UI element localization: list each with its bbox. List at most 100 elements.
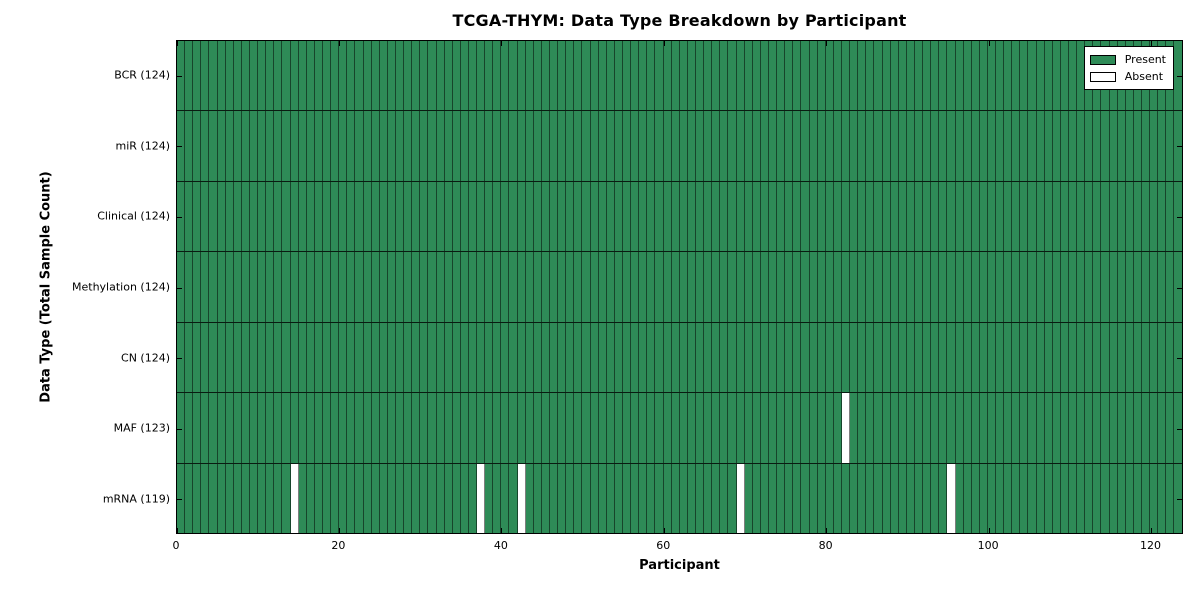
cell-present xyxy=(987,463,997,533)
cell-present xyxy=(363,111,372,181)
cell-present xyxy=(744,322,753,393)
cell-present xyxy=(274,111,283,181)
cell-present xyxy=(687,322,696,393)
cell-present xyxy=(1125,111,1134,181)
x-tick-label: 100 xyxy=(977,539,999,552)
cell-present xyxy=(639,322,648,393)
cell-present xyxy=(923,41,932,111)
cell-present xyxy=(720,393,729,463)
cell-present xyxy=(347,111,356,181)
cell-present xyxy=(436,181,445,252)
cell-present xyxy=(485,322,494,393)
cell-present xyxy=(647,393,656,463)
cell-present xyxy=(201,322,210,393)
cell-present xyxy=(777,252,786,322)
cell-present xyxy=(728,111,737,181)
cell-present xyxy=(185,181,194,252)
cell-present xyxy=(347,252,356,322)
cell-present xyxy=(209,463,218,533)
cell-present xyxy=(566,41,575,111)
cell-present xyxy=(525,322,534,393)
cell-present xyxy=(825,252,834,322)
cell-present xyxy=(517,181,526,252)
cell-present xyxy=(477,322,486,393)
cell-present xyxy=(452,463,461,533)
cell-present xyxy=(249,322,259,393)
cell-present xyxy=(509,41,518,111)
cell-present xyxy=(452,181,461,252)
cell-present xyxy=(1036,181,1045,252)
cell-present xyxy=(1012,111,1021,181)
cell-present xyxy=(606,322,615,393)
cell-present xyxy=(444,181,453,252)
cell-present xyxy=(760,393,769,463)
cell-present xyxy=(704,322,713,393)
cell-present xyxy=(850,41,859,111)
cell-present xyxy=(631,322,640,393)
cell-present xyxy=(825,393,834,463)
cell-present xyxy=(436,322,445,393)
cell-present xyxy=(890,252,899,322)
cell-present xyxy=(809,111,818,181)
cell-present xyxy=(996,181,1005,252)
cell-present xyxy=(436,111,445,181)
cell-present xyxy=(460,322,469,393)
cell-present xyxy=(606,41,615,111)
cell-present xyxy=(655,393,664,463)
cell-present xyxy=(955,111,964,181)
cell-present xyxy=(322,41,332,111)
cell-present xyxy=(517,252,526,322)
cell-present xyxy=(468,181,478,252)
cell-present xyxy=(290,252,299,322)
cell-present xyxy=(623,322,632,393)
cell-present xyxy=(339,393,348,463)
cell-present xyxy=(906,322,915,393)
cell-present xyxy=(339,252,348,322)
cell-present xyxy=(1069,41,1078,111)
cell-present xyxy=(1085,111,1094,181)
cell-present xyxy=(298,393,307,463)
heatmap-row-mrna xyxy=(177,463,1182,533)
cell-present xyxy=(663,322,672,393)
cell-present xyxy=(404,181,413,252)
cell-present xyxy=(1133,322,1143,393)
cell-present xyxy=(355,111,364,181)
cell-present xyxy=(850,463,859,533)
cell-present xyxy=(679,41,688,111)
cell-present xyxy=(1077,181,1086,252)
cell-present xyxy=(1012,252,1021,322)
cell-present xyxy=(1077,111,1086,181)
cell-present xyxy=(971,111,980,181)
cell-present xyxy=(331,393,340,463)
cell-present xyxy=(266,393,275,463)
cell-present xyxy=(420,393,429,463)
legend-swatch-present xyxy=(1089,54,1116,65)
cell-present xyxy=(347,181,356,252)
cell-present xyxy=(1085,393,1094,463)
cell-present xyxy=(1044,322,1053,393)
cell-present xyxy=(509,111,518,181)
cell-present xyxy=(898,111,907,181)
legend-swatch-absent xyxy=(1089,71,1116,82)
cell-present xyxy=(785,252,794,322)
cell-present xyxy=(1142,463,1151,533)
cell-present xyxy=(379,322,388,393)
cell-present xyxy=(971,322,980,393)
cell-present xyxy=(525,181,534,252)
cell-present xyxy=(201,393,210,463)
cell-present xyxy=(1133,111,1143,181)
cell-present xyxy=(1158,252,1167,322)
cell-present xyxy=(777,181,786,252)
cell-present xyxy=(696,393,705,463)
cell-present xyxy=(258,181,267,252)
cell-present xyxy=(1150,252,1159,322)
cell-present xyxy=(963,252,972,322)
cell-present xyxy=(566,181,575,252)
cell-present xyxy=(939,393,948,463)
cell-present xyxy=(882,393,891,463)
heatmap-row-methylation xyxy=(177,252,1182,323)
cell-present xyxy=(1052,463,1061,533)
cell-present xyxy=(193,252,202,322)
cell-present xyxy=(866,463,875,533)
cell-present xyxy=(963,41,972,111)
